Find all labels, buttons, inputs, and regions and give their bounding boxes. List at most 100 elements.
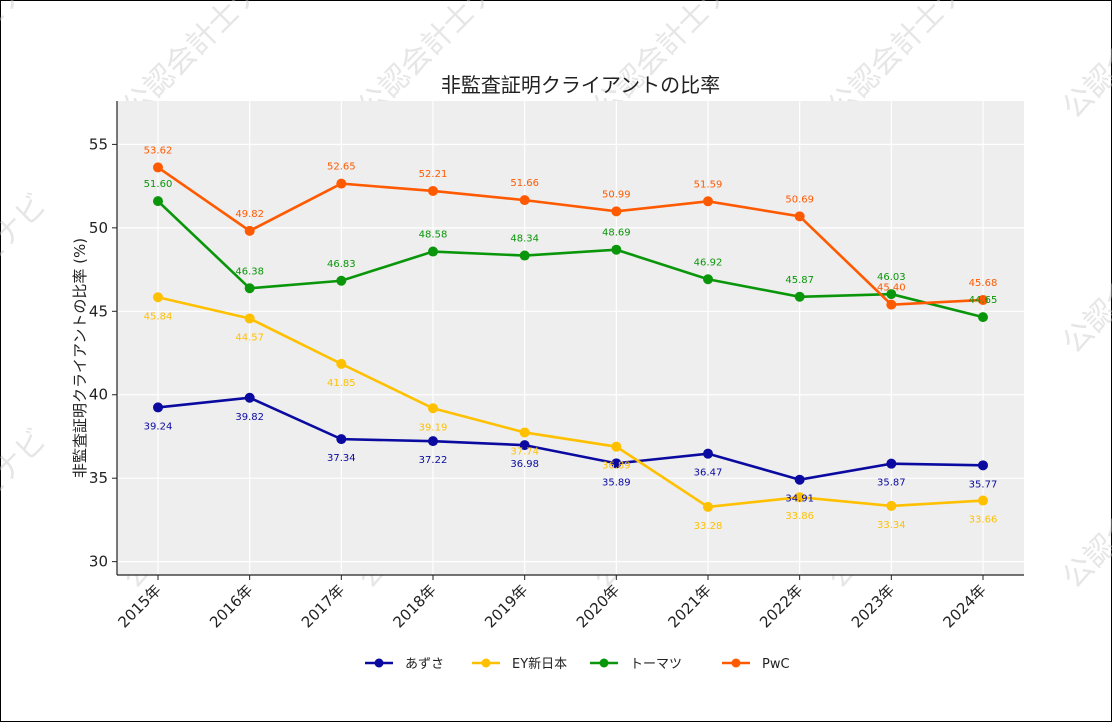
series-line-0 xyxy=(157,396,984,482)
data-label: 51.59 xyxy=(694,179,723,190)
data-label: 36.98 xyxy=(510,459,539,470)
data-label: 35.89 xyxy=(602,477,631,488)
data-point xyxy=(703,448,713,459)
data-point xyxy=(244,313,255,324)
y-tick-label: 30 xyxy=(89,553,108,571)
data-point xyxy=(336,178,347,189)
y-tick-label: 45 xyxy=(89,302,108,320)
chart-title: 非監査証明クライアントの比率 xyxy=(441,73,720,97)
data-point xyxy=(519,195,530,206)
data-label: 45.68 xyxy=(969,278,998,289)
data-point xyxy=(244,225,255,236)
series-line-1 xyxy=(157,296,984,509)
data-point xyxy=(336,358,347,369)
data-point xyxy=(794,211,805,222)
legend-swatch-marker xyxy=(374,658,384,668)
data-point xyxy=(703,501,713,512)
data-point xyxy=(611,441,622,452)
data-label: 48.58 xyxy=(419,230,448,241)
series-layer xyxy=(153,162,988,512)
watermark-text: 公認会計士ナビ xyxy=(0,187,54,360)
watermark-text: 公認会計士ナビ xyxy=(0,422,54,595)
data-label: 50.69 xyxy=(785,194,814,205)
data-label: 36.89 xyxy=(602,461,631,472)
x-tick-label: 2018年 xyxy=(389,581,439,631)
watermark-text: 公認会計士ナビ xyxy=(1056,0,1112,126)
data-point xyxy=(153,292,163,303)
data-label: 37.22 xyxy=(419,455,448,466)
legend-swatch-marker xyxy=(599,658,609,668)
data-label: 39.24 xyxy=(144,421,173,432)
legend-swatch-marker xyxy=(481,658,491,668)
data-point xyxy=(153,196,163,207)
x-tick-label: 2016年 xyxy=(206,581,256,631)
data-point xyxy=(978,460,988,471)
data-point xyxy=(519,427,530,438)
data-point xyxy=(428,436,438,447)
legend-item-3: PwC xyxy=(722,657,790,672)
legend-label: あずさ xyxy=(405,657,444,672)
data-point xyxy=(794,291,805,302)
data-point xyxy=(978,294,988,305)
x-tick-label: 2017年 xyxy=(298,581,348,631)
data-point xyxy=(886,289,897,300)
data-label: 52.65 xyxy=(327,162,356,173)
data-point xyxy=(153,162,163,173)
data-label: 39.19 xyxy=(419,422,448,433)
data-point xyxy=(244,283,255,294)
data-label: 46.03 xyxy=(877,272,906,283)
data-point xyxy=(978,495,988,506)
data-label: 51.66 xyxy=(510,178,539,189)
series-line-2 xyxy=(157,200,984,319)
data-label: 37.34 xyxy=(327,453,356,464)
data-point xyxy=(519,250,530,261)
data-label: 45.84 xyxy=(144,311,173,322)
data-label: 34.91 xyxy=(785,494,814,505)
data-point xyxy=(886,299,897,310)
y-tick-label: 55 xyxy=(89,135,108,153)
watermark-text: 公認会計士ナビ xyxy=(0,0,54,126)
plot-area xyxy=(117,101,1024,575)
y-axis-label: 非監査証明クライアントの比率 (%) xyxy=(71,238,89,478)
data-label: 39.82 xyxy=(235,412,264,423)
watermark-text: 公認会計士ナビ xyxy=(1056,187,1112,360)
data-label: 35.87 xyxy=(877,478,906,489)
x-tick-label: 2021年 xyxy=(664,581,714,631)
data-point xyxy=(428,403,438,414)
data-label: 44.65 xyxy=(969,295,998,306)
x-tick-label: 2019年 xyxy=(481,581,531,631)
legend-label: EY新日本 xyxy=(512,656,567,672)
data-point xyxy=(978,312,988,323)
data-label: 33.86 xyxy=(785,511,814,522)
data-label: 49.82 xyxy=(235,209,264,220)
data-label: 33.34 xyxy=(877,520,906,531)
legend: あずさ EY新日本 トーマツ PwC xyxy=(365,656,790,672)
legend-swatch-marker xyxy=(731,658,741,668)
x-tick-label: 2024年 xyxy=(939,581,989,631)
data-point xyxy=(886,458,897,469)
data-label: 33.28 xyxy=(694,521,723,532)
legend-item-1: EY新日本 xyxy=(472,656,567,672)
series-line-3 xyxy=(157,166,984,306)
data-label: 36.47 xyxy=(694,468,723,479)
legend-label: トーマツ xyxy=(630,657,682,672)
data-point xyxy=(336,434,347,445)
data-label: 37.74 xyxy=(510,446,539,457)
data-point xyxy=(153,402,163,413)
legend-item-0: あずさ xyxy=(365,657,444,672)
data-label: 45.40 xyxy=(877,283,906,294)
data-label: 35.77 xyxy=(969,479,998,490)
x-tick-label: 2022年 xyxy=(756,581,806,631)
data-label: 52.21 xyxy=(419,169,448,180)
data-label: 46.38 xyxy=(235,266,264,277)
data-label: 46.83 xyxy=(327,259,356,270)
data-point xyxy=(428,185,438,196)
y-tick-label: 50 xyxy=(89,219,108,237)
x-tick-label: 2023年 xyxy=(848,581,898,631)
watermark-text: 公認会計士ナビ xyxy=(1056,422,1112,595)
data-label: 50.99 xyxy=(602,189,631,200)
legend-label: PwC xyxy=(762,657,790,672)
data-point xyxy=(519,440,530,451)
data-point xyxy=(428,246,438,257)
